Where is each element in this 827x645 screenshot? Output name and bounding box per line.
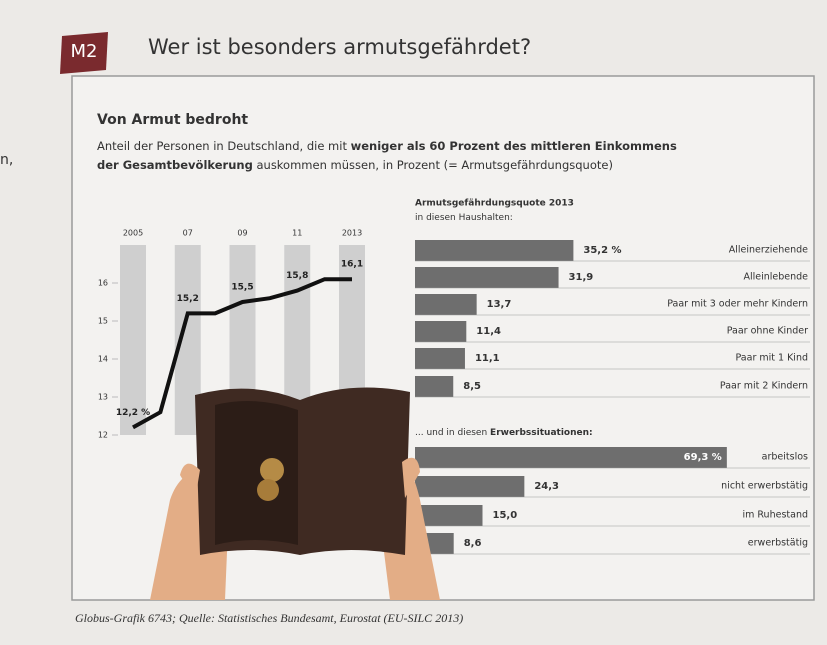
- line: [132, 277, 352, 430]
- category-label: Alleinlebende: [743, 272, 808, 283]
- infographic-title: Von Armut bedroht: [97, 112, 248, 128]
- text-line: Anteil der Personen in Deutschland, die …: [97, 139, 677, 153]
- x-tick-label: 09: [237, 229, 247, 238]
- x-tick-label: 2013: [342, 229, 362, 238]
- margin-text: n,: [0, 152, 13, 168]
- infographic-subtitle: Anteil der Personen in Deutschland, die …: [97, 139, 677, 172]
- bar: [415, 348, 465, 369]
- data-label: 35,2 %: [583, 245, 621, 256]
- data-label: 16,1: [341, 260, 363, 270]
- coin: [260, 458, 284, 482]
- household-bar-chart: Armutsgefährdungsquote 2013 in diesen Hau…: [415, 199, 810, 398]
- data-label: 13,7: [487, 299, 512, 310]
- data-label: 15,8: [286, 271, 308, 281]
- x-tick-label: 07: [183, 229, 193, 238]
- y-tick-label: 14: [98, 355, 108, 364]
- data-label: 69,3 %: [684, 452, 722, 463]
- bar: [415, 267, 559, 288]
- category-label: im Ruhestand: [742, 510, 808, 521]
- bar: [415, 505, 483, 526]
- bar: [415, 447, 727, 468]
- employment-bar-chart: ... und in diesen Erwerbssituationen: 69,…: [415, 428, 810, 555]
- data-label: 8,5: [463, 381, 481, 392]
- text-segment: ... und in diesen: [415, 428, 490, 438]
- source: Globus-Grafik 6743; Quelle: Statistische…: [75, 611, 463, 625]
- y-tick-label: 15: [98, 317, 108, 326]
- badge: M2: [71, 41, 98, 62]
- data-label: 12,2 %: [116, 408, 150, 418]
- text-segment: weniger als 60 Prozent des mittleren Ein…: [351, 139, 677, 153]
- chart-title: Armutsgefährdungsquote 2013: [415, 199, 574, 209]
- text-segment: in diesen Haushalten:: [415, 213, 513, 223]
- bar: [415, 376, 454, 397]
- data-label: 8,6: [464, 538, 482, 549]
- data-label: 24,3: [534, 481, 559, 492]
- text-segment: auskommen müssen, in Prozent (= Armutsge…: [253, 158, 613, 172]
- x-tick-label: 2005: [123, 229, 143, 238]
- coin: [257, 479, 279, 501]
- category-label: Paar mit 2 Kindern: [720, 381, 808, 392]
- data-label: 11,4: [476, 326, 501, 337]
- data-label: 15,5: [231, 283, 253, 293]
- text-line: der Gesamtbevölkerung auskommen müssen, …: [97, 158, 613, 172]
- category-label: Alleinerziehende: [729, 245, 808, 256]
- page-title: Wer ist besonders armutsgefährdet?: [148, 35, 531, 59]
- category-label: erwerbstätig: [748, 538, 808, 549]
- y-tick-label: 16: [98, 279, 108, 288]
- y-tick-label: 12: [98, 431, 108, 440]
- category-label: Paar ohne Kinder: [727, 326, 808, 337]
- year-column: [120, 245, 146, 435]
- category-label: Paar mit 1 Kind: [736, 353, 809, 364]
- data-label: 15,2: [177, 294, 199, 304]
- badge-shape: [60, 32, 108, 74]
- category-label: nicht erwerbstätig: [721, 481, 808, 492]
- text-line: ... und in diesen Erwerbssituationen:: [415, 428, 593, 438]
- text-segment: der Gesamtbevölkerung: [97, 158, 253, 172]
- y-tick-label: 13: [98, 393, 108, 402]
- x-tick-label: 11: [292, 229, 302, 238]
- wallet-illustration: [150, 387, 440, 600]
- wallet-inner: [215, 401, 298, 545]
- text-segment: Anteil der Personen in Deutschland, die …: [97, 139, 351, 153]
- data-label: 11,1: [475, 353, 500, 364]
- text-segment: Erwerbssituationen:: [490, 428, 593, 438]
- thumb: [402, 457, 420, 498]
- category-label: Paar mit 3 oder mehr Kindern: [667, 299, 808, 310]
- bar: [415, 240, 574, 261]
- data-label: 15,0: [493, 510, 518, 521]
- thumb: [180, 463, 200, 500]
- text-line: in diesen Haushalten:: [415, 213, 513, 223]
- bar: [415, 294, 477, 315]
- data-label: 31,9: [569, 272, 594, 283]
- bar: [415, 321, 467, 342]
- bar: [415, 476, 525, 497]
- category-label: arbeitslos: [762, 452, 808, 463]
